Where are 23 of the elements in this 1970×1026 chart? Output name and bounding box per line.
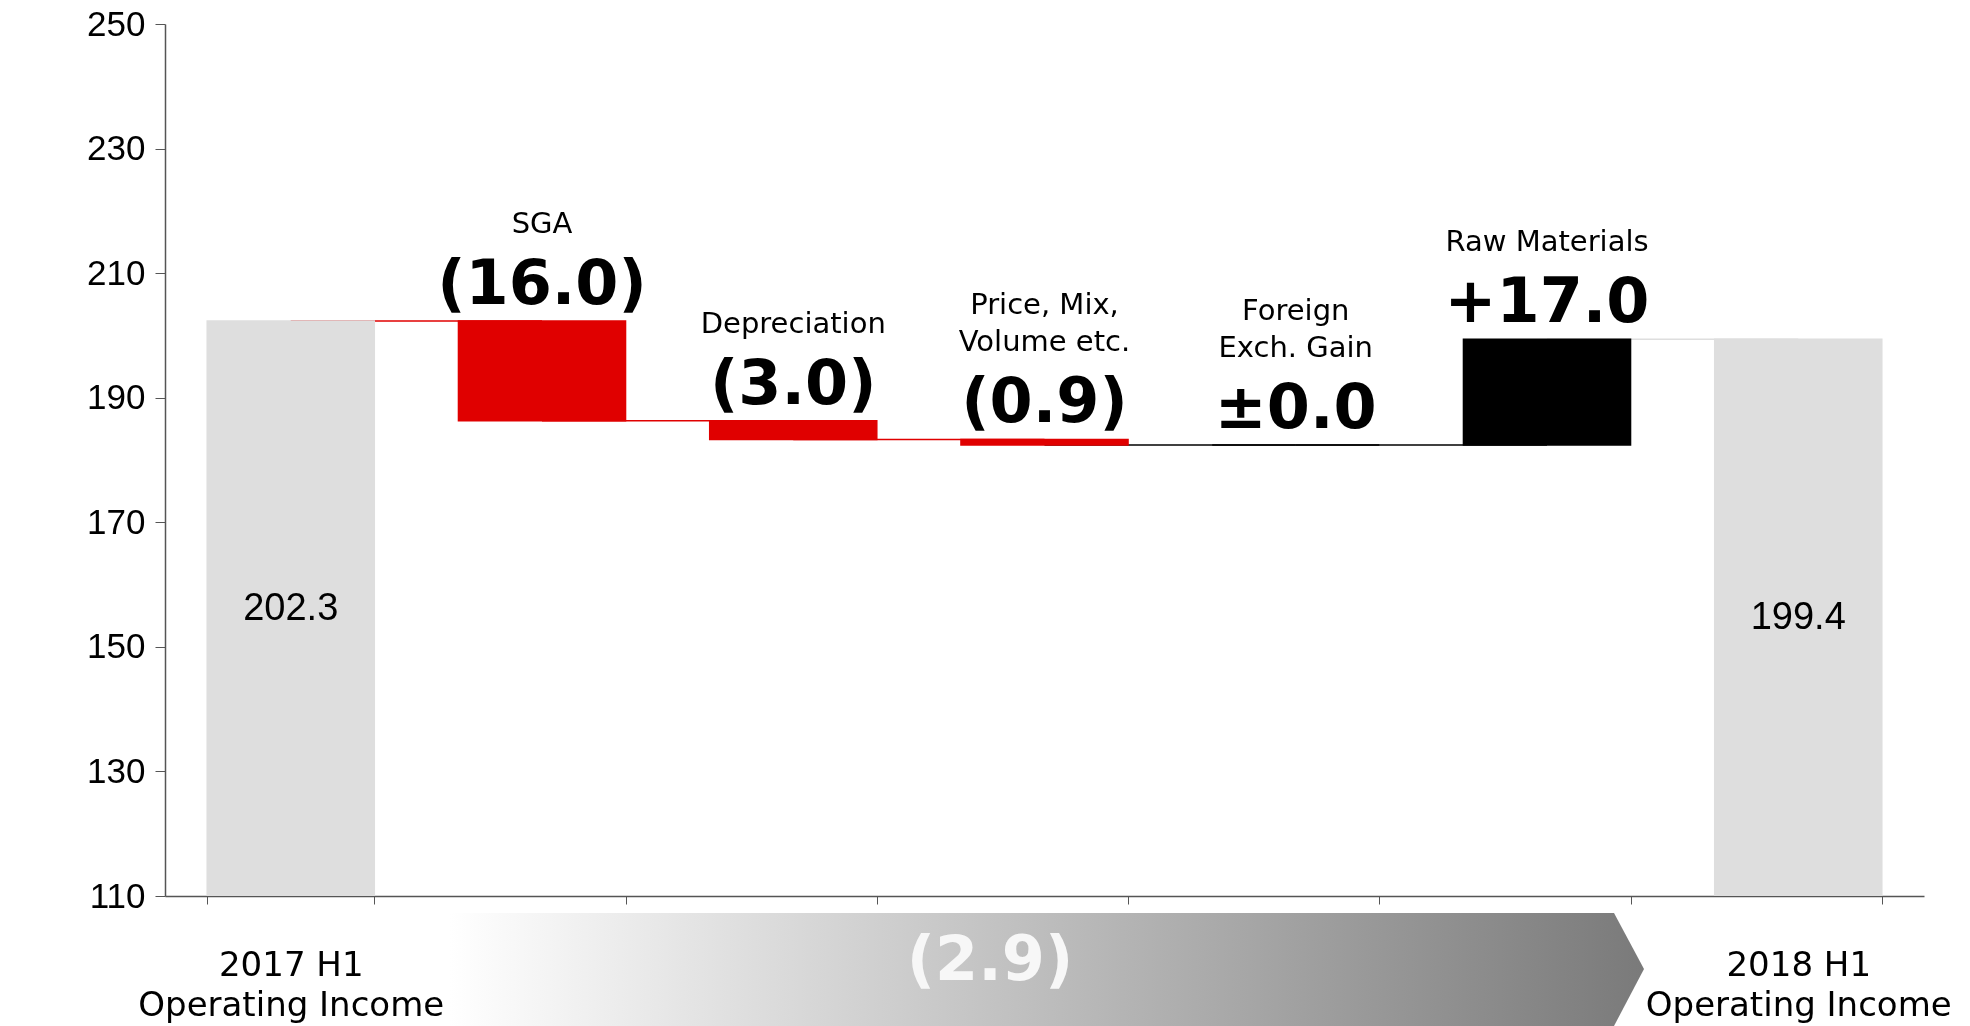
y-tick-label: 250 <box>87 3 146 43</box>
data-label: (3.0) <box>709 345 877 419</box>
x-tick-label: 2018 H1 Operating Income <box>1645 943 1952 1024</box>
x-tick-label: Foreign Exch. Gain <box>1218 293 1373 365</box>
y-tick-label: 210 <box>87 252 146 292</box>
x-tick-label: Price, Mix, Volume etc. <box>958 287 1131 359</box>
y-tick-label: 190 <box>87 377 146 417</box>
x-tick-label: 2017 H1 Operating Income <box>138 943 445 1024</box>
y-tick-label: 130 <box>87 750 146 790</box>
y-tick-label: 170 <box>87 501 146 541</box>
y-tick-label: 110 <box>89 875 146 915</box>
data-label: 199.4 <box>1750 594 1846 637</box>
data-label: (16.0) <box>437 246 647 320</box>
x-tick-label: SGA <box>511 206 573 241</box>
y-tick-label: 150 <box>87 626 146 666</box>
y-tick-label: 230 <box>87 128 146 168</box>
data-label: 202.3 <box>243 585 339 628</box>
x-tick-label: Raw Materials <box>1445 224 1649 259</box>
data-label: +17.0 <box>1444 264 1650 338</box>
data-label: ±0.0 <box>1214 370 1377 444</box>
text: (2.9) <box>905 922 1075 995</box>
data-label: (0.9) <box>961 364 1128 438</box>
x-tick-label: Depreciation <box>700 305 886 340</box>
